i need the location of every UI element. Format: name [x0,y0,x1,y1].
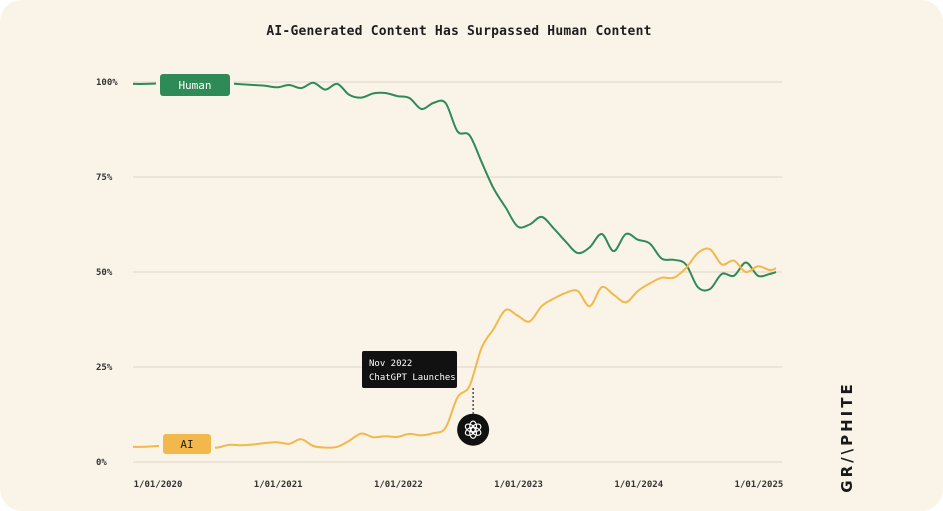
x-tick-label: 1/01/2023 [494,480,543,490]
x-tick-label: 1/01/2021 [254,480,303,490]
y-tick-label: 0% [96,458,107,468]
legend-label-ai: AI [180,438,193,451]
graphite-logo: GR/\PHITE [838,381,856,493]
y-tick-label: 50% [96,268,113,278]
series-line-human [132,81,777,292]
annotation-label: ChatGPT Launches [369,373,456,383]
x-tick-label: 1/01/2022 [374,480,423,490]
chart-title: AI-Generated Content Has Surpassed Human… [266,24,652,39]
y-tick-label: 75% [96,173,113,183]
y-tick-label: 100% [96,78,118,88]
x-tick-label: 1/01/2024 [614,480,663,490]
chatgpt-marker [457,413,490,446]
openai-logo-petal [464,423,476,433]
x-tick-label: 1/01/2025 [735,480,784,490]
x-tick-label: 1/01/2020 [134,480,183,490]
legend-badge-human [160,74,230,96]
legend-badge-ai [163,434,211,454]
series-line-ai [132,247,777,449]
openai-logo-icon [464,420,482,439]
annotation-date: Nov 2022 [369,359,412,369]
annotation-tooltip [362,351,457,388]
y-tick-label: 25% [96,363,113,373]
legend-label-human: Human [178,79,211,92]
